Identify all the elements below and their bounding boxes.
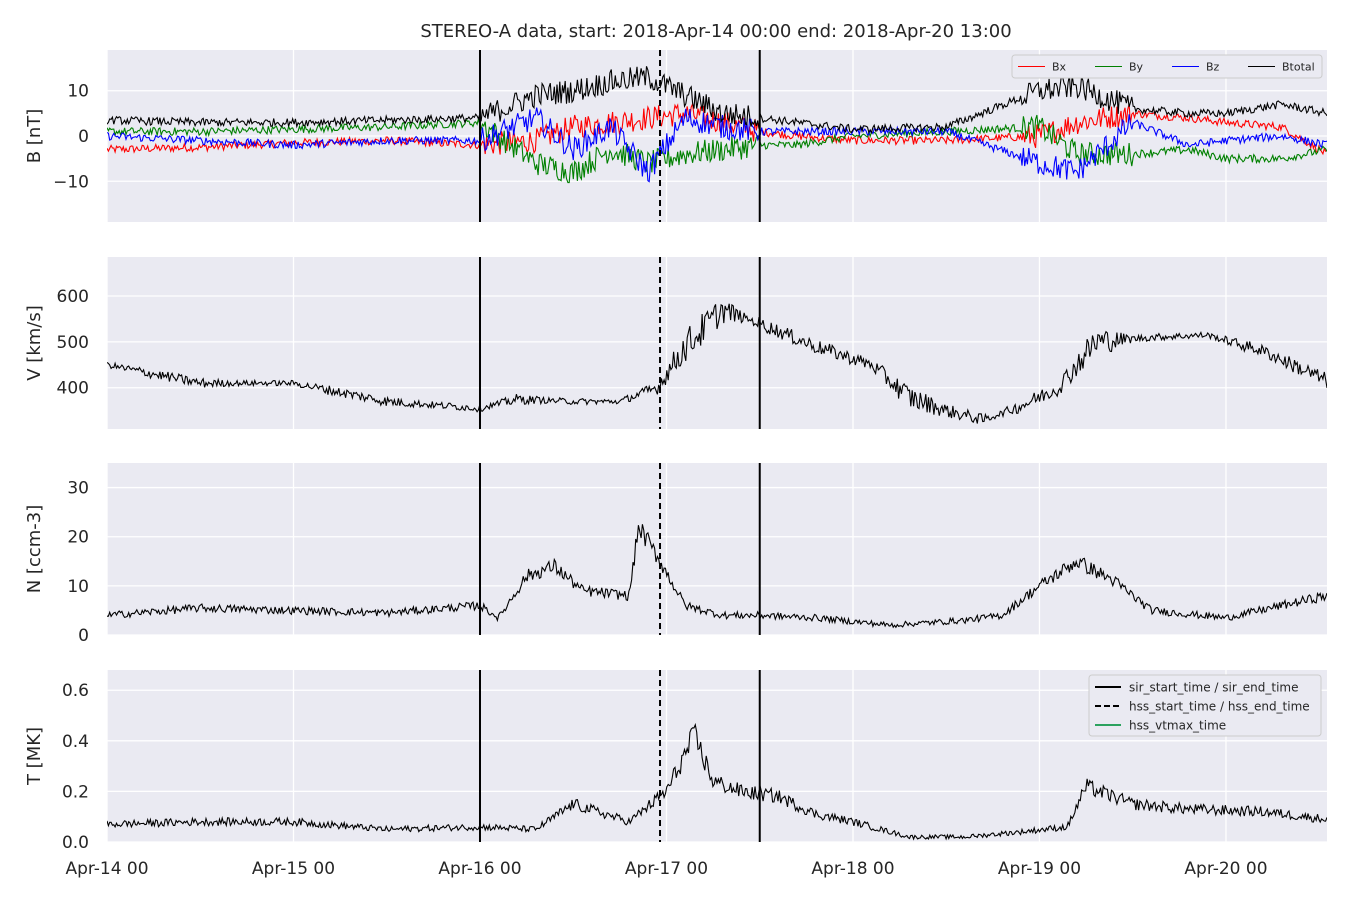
series-line-p3 — [107, 524, 1327, 629]
y-tick-label: 600 — [57, 287, 89, 307]
series-group — [107, 303, 1327, 424]
x-tick-label: Apr-16 00 — [438, 859, 521, 879]
y-tick-label: 0 — [78, 127, 89, 147]
y-tick-label: 10 — [67, 82, 89, 102]
x-tick-label: Apr-14 00 — [65, 859, 148, 879]
x-axis: Apr-14 00 Apr-15 00 Apr-16 00 Apr-17 00 Apr-… — [65, 859, 1267, 879]
x-tick-label: Apr-20 00 — [1184, 859, 1267, 879]
series-line-p4 — [107, 722, 1327, 841]
event-legend: sir_start_time / sir_end_time hss_start_t… — [1088, 674, 1322, 737]
series-group — [107, 524, 1327, 629]
series-line-p2 — [107, 303, 1327, 424]
legend-box — [1011, 54, 1323, 79]
panel-4: 0.0 0.2 0.4 0.6 T [MK] sir_start_time / sir_e… — [24, 670, 1327, 853]
y-tick-label: 500 — [57, 333, 89, 353]
legend-label-3: hss_vtmax_time — [1129, 719, 1226, 733]
x-tick-label: Apr-17 00 — [625, 859, 708, 879]
panel-2: 400 500 600 V [km/s] — [24, 257, 1327, 429]
chart-title: STEREO-A data, start: 2018-Apr-14 00:00 … — [420, 21, 1011, 42]
series-group — [107, 722, 1327, 841]
y-tick-label: 0 — [78, 626, 89, 646]
y-tick-label: 30 — [67, 479, 89, 499]
series-group — [107, 66, 1327, 184]
series-line-by — [107, 114, 1327, 184]
x-tick-label: Apr-18 00 — [811, 859, 894, 879]
y-tick-label: 0.4 — [62, 732, 89, 752]
legend-label-bz: Bz — [1206, 61, 1220, 74]
y-tick-label: 400 — [57, 379, 89, 399]
legend-label-btotal: Btotal — [1282, 61, 1315, 74]
y-axis-label: T [MK] — [24, 727, 45, 786]
y-axis-label: V [km/s] — [24, 305, 45, 380]
legend-label-bx: Bx — [1052, 61, 1067, 74]
x-tick-label: Apr-19 00 — [998, 859, 1081, 879]
y-tick-label: 0.6 — [62, 681, 89, 701]
panels-group: −10 0 10 B [nT] Bx By Bz Btotal 400 500 600 V [km/s… — [24, 50, 1327, 853]
y-tick-label: 0.0 — [62, 833, 89, 853]
series-line-bx — [107, 101, 1327, 156]
series-line-bz — [107, 107, 1327, 183]
x-tick-label: Apr-15 00 — [252, 859, 335, 879]
y-tick-label: 10 — [67, 577, 89, 597]
b-legend: Bx By Bz Btotal — [1011, 54, 1323, 79]
y-tick-label: 0.2 — [62, 782, 89, 802]
y-tick-label: 20 — [67, 528, 89, 548]
legend-label-1: sir_start_time / sir_end_time — [1129, 681, 1299, 695]
legend-label-2: hss_start_time / hss_end_time — [1129, 700, 1310, 714]
y-axis-label: N [ccm-3] — [24, 505, 45, 594]
legend-box — [1088, 674, 1322, 737]
legend-label-by: By — [1129, 61, 1144, 74]
panel-background — [107, 463, 1327, 635]
y-axis-label: B [nT] — [24, 109, 45, 164]
panel-3: 0 10 20 30 N [ccm-3] — [24, 463, 1327, 646]
panel-background — [107, 257, 1327, 429]
panel-1: −10 0 10 B [nT] Bx By Bz Btotal — [24, 50, 1327, 222]
y-tick-label: −10 — [53, 172, 89, 192]
series-line-btotal — [107, 66, 1327, 135]
